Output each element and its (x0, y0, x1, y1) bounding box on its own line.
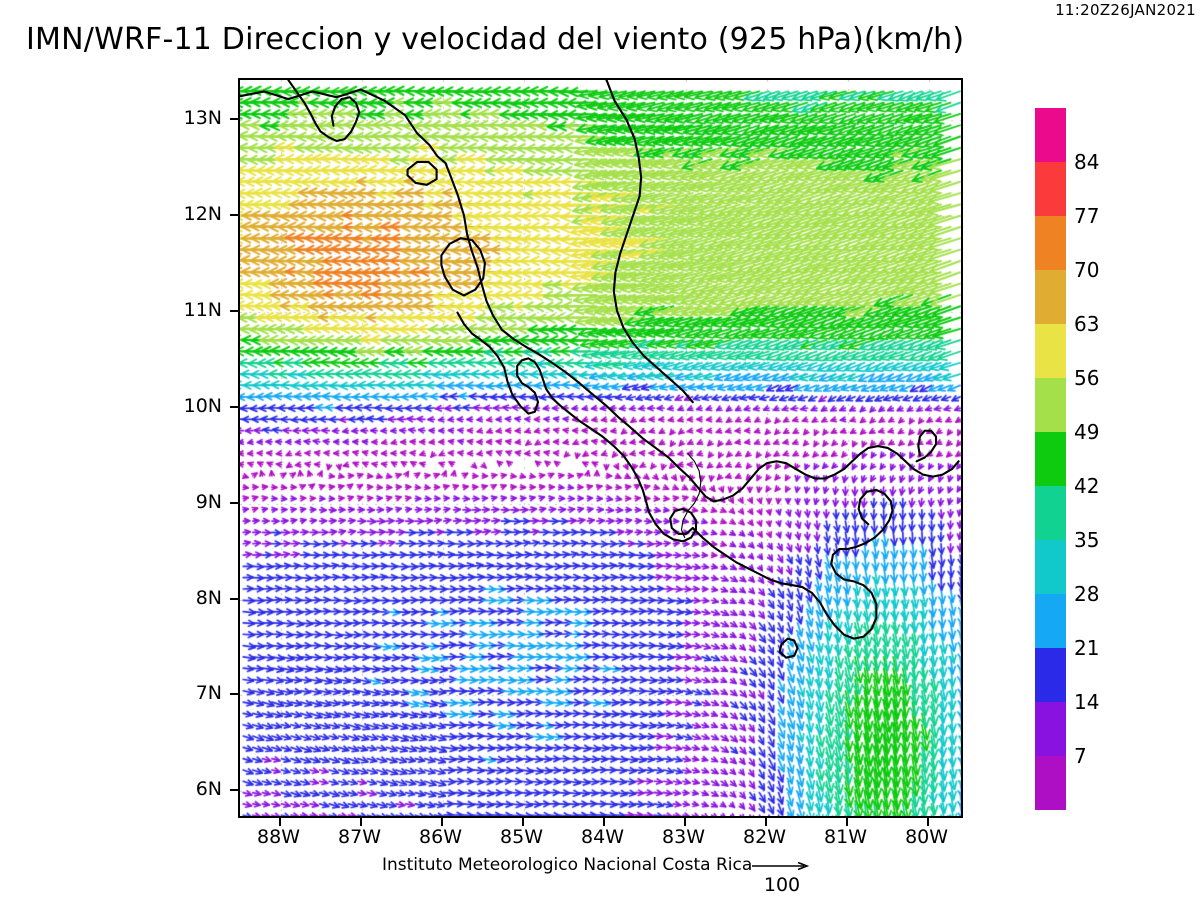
colorbar-tick-label: 7 (1074, 744, 1087, 768)
plot-frame (238, 78, 963, 818)
colorbar-band (1035, 378, 1066, 432)
x-axis-tick-label: 87W (338, 826, 381, 848)
x-axis-tick (278, 818, 281, 826)
coastline-path (691, 526, 878, 640)
coastline-path (915, 429, 938, 463)
coastline-path (846, 488, 894, 551)
colorbar-tick-label: 21 (1074, 636, 1100, 660)
y-axis-tick (230, 693, 238, 696)
coastline-overlay (240, 80, 960, 659)
colorbar-band (1035, 108, 1066, 162)
colorbar-band (1035, 756, 1066, 810)
x-axis-tick-label: 83W (662, 826, 705, 848)
colorbar-band (1035, 540, 1066, 594)
x-axis-tick (845, 818, 848, 826)
y-axis-tick-label: 7N (195, 682, 222, 705)
y-axis-tick-label: 8N (195, 586, 222, 609)
reference-vector-arrow (752, 862, 810, 871)
colorbar-band (1035, 324, 1066, 378)
colorbar-tick-label: 56 (1074, 366, 1100, 390)
colorbar-tick-label: 28 (1074, 582, 1100, 606)
reference-vector-label: 100 (763, 874, 801, 896)
colorbar-tick-label: 84 (1074, 150, 1100, 174)
timestamp-label: 11:20Z26JAN2021 (1055, 1, 1196, 19)
x-axis-tick (440, 818, 443, 826)
x-axis-tick-label: 84W (581, 826, 624, 848)
coastline-path (240, 88, 715, 503)
coastline-path (712, 445, 960, 503)
page-title: IMN/WRF-11 Direccion y velocidad del vie… (26, 22, 965, 57)
colorbar-band (1035, 648, 1066, 702)
x-axis-tick-label: 82W (743, 826, 787, 848)
wind-map-plot: 88W 87W 86W 85W 84W 83W 82W 81W 80W 6N 7N 8N 9N 10N 11… (184, 78, 963, 848)
coastline-path (456, 311, 698, 543)
colorbar-band (1035, 432, 1066, 486)
coastline-path (406, 160, 438, 186)
colorbar-band (1035, 162, 1066, 216)
colorbar-tick-label: 70 (1074, 258, 1100, 282)
colorbar-band (1035, 270, 1066, 324)
coastline-path (778, 637, 799, 659)
x-axis-tick-label: 86W (419, 826, 462, 848)
coastline-path (605, 80, 694, 404)
colorbar (1035, 108, 1066, 810)
x-axis-tick-label: 85W (500, 826, 543, 848)
colorbar-tick-label: 49 (1074, 420, 1100, 444)
x-axis-tick-label: 81W (824, 826, 868, 848)
y-axis-tick (230, 789, 238, 792)
y-axis-tick (230, 309, 238, 312)
x-axis-tick-label: 80W (905, 826, 949, 848)
coastline-path (287, 80, 361, 143)
coastline-path (680, 453, 702, 539)
y-axis-tick (230, 597, 238, 600)
colorbar-band (1035, 486, 1066, 540)
colorbar-tick-label: 77 (1074, 204, 1100, 228)
coastline-path (440, 237, 486, 297)
y-axis-tick (230, 405, 238, 408)
x-axis-tick (683, 818, 686, 826)
wind-vector-field (240, 80, 961, 816)
y-axis-tick-label: 13N (183, 107, 222, 130)
y-axis-tick-label: 6N (195, 778, 222, 801)
y-axis-tick (230, 501, 238, 504)
colorbar-tick-label: 42 (1074, 474, 1100, 498)
y-axis-tick-label: 9N (195, 490, 222, 513)
y-axis-tick-label: 10N (183, 394, 222, 417)
x-axis-tick (602, 818, 605, 826)
colorbar-tick-label: 14 (1074, 690, 1100, 714)
colorbar-tick-label: 63 (1074, 312, 1100, 336)
y-axis-tick (230, 118, 238, 121)
x-axis-tick (926, 818, 929, 826)
x-axis-tick-label: 88W (257, 826, 300, 848)
y-axis-tick-label: 12N (183, 203, 222, 226)
colorbar-band (1035, 594, 1066, 648)
x-axis-tick (359, 818, 362, 826)
footer-credit: Instituto Meteorologico Nacional Costa R… (382, 855, 753, 875)
x-axis-tick (764, 818, 767, 826)
x-axis-tick (521, 818, 524, 826)
colorbar-band (1035, 216, 1066, 270)
colorbar-band (1035, 702, 1066, 756)
y-axis-tick-label: 11N (183, 298, 222, 321)
colorbar-tick-label: 35 (1074, 528, 1100, 552)
y-axis-tick (230, 214, 238, 217)
